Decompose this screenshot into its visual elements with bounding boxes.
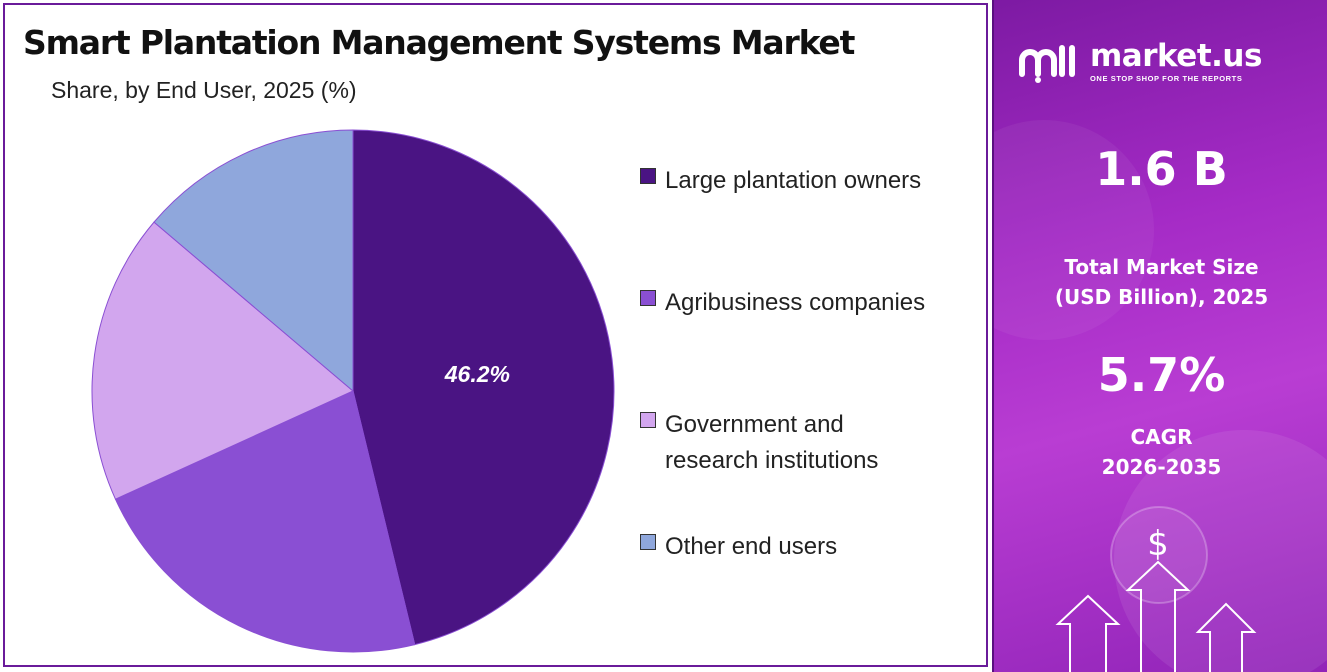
dollar-icon: $: [1147, 524, 1169, 564]
pie-chart: 46.2%: [91, 129, 615, 653]
cagr-value: 5.7%: [1097, 348, 1226, 402]
pie-slice-government-and-research-institutions: [91, 221, 354, 500]
chart-title: Smart Plantation Management Systems Mark…: [23, 23, 855, 62]
market-size-label: Total Market Size (USD Billion), 2025: [1054, 255, 1269, 309]
legend-item-agribusiness-companies: Agribusiness companies: [640, 285, 925, 321]
growth-arrows-decoration: $: [1055, 506, 1257, 672]
legend-swatch: [640, 290, 656, 306]
legend-swatch: [640, 168, 656, 184]
pie-slice-other-end-users: [153, 129, 354, 393]
slice-value-label: 46.2%: [444, 361, 510, 387]
legend-label: Government and research institutions: [665, 411, 879, 474]
market-us-logo-icon: [1019, 45, 1075, 83]
brand-name: market.us: [1090, 37, 1262, 74]
pie-slice-large-plantation-owners: [352, 129, 615, 646]
decorative-glow: [1114, 430, 1327, 672]
legend-item-other-end-users: Other end users: [640, 529, 837, 565]
legend-item-government-research: Government and research institutions: [640, 407, 878, 479]
legend-swatch: [640, 412, 656, 428]
legend-item-large-plantation-owners: Large plantation owners: [640, 163, 921, 199]
legend-swatch: [640, 534, 656, 550]
summary-panel: market.us ONE STOP SHOP FOR THE REPORTS …: [992, 0, 1327, 672]
market-size-value: 1.6 B: [1095, 142, 1228, 196]
pie-slice-agribusiness-companies: [114, 390, 416, 653]
legend-label: Other end users: [665, 533, 838, 560]
brand-tagline: ONE STOP SHOP FOR THE REPORTS: [1090, 73, 1243, 83]
legend-label: Agribusiness companies: [665, 289, 926, 316]
legend-label: Large plantation owners: [665, 167, 922, 194]
chart-subtitle: Share, by End User, 2025 (%): [51, 77, 357, 103]
chart-panel: Smart Plantation Management Systems Mark…: [3, 3, 988, 667]
cagr-label: CAGR 2026-2035: [1101, 425, 1222, 479]
brand-logo: market.us ONE STOP SHOP FOR THE REPORTS: [1016, 38, 1262, 84]
